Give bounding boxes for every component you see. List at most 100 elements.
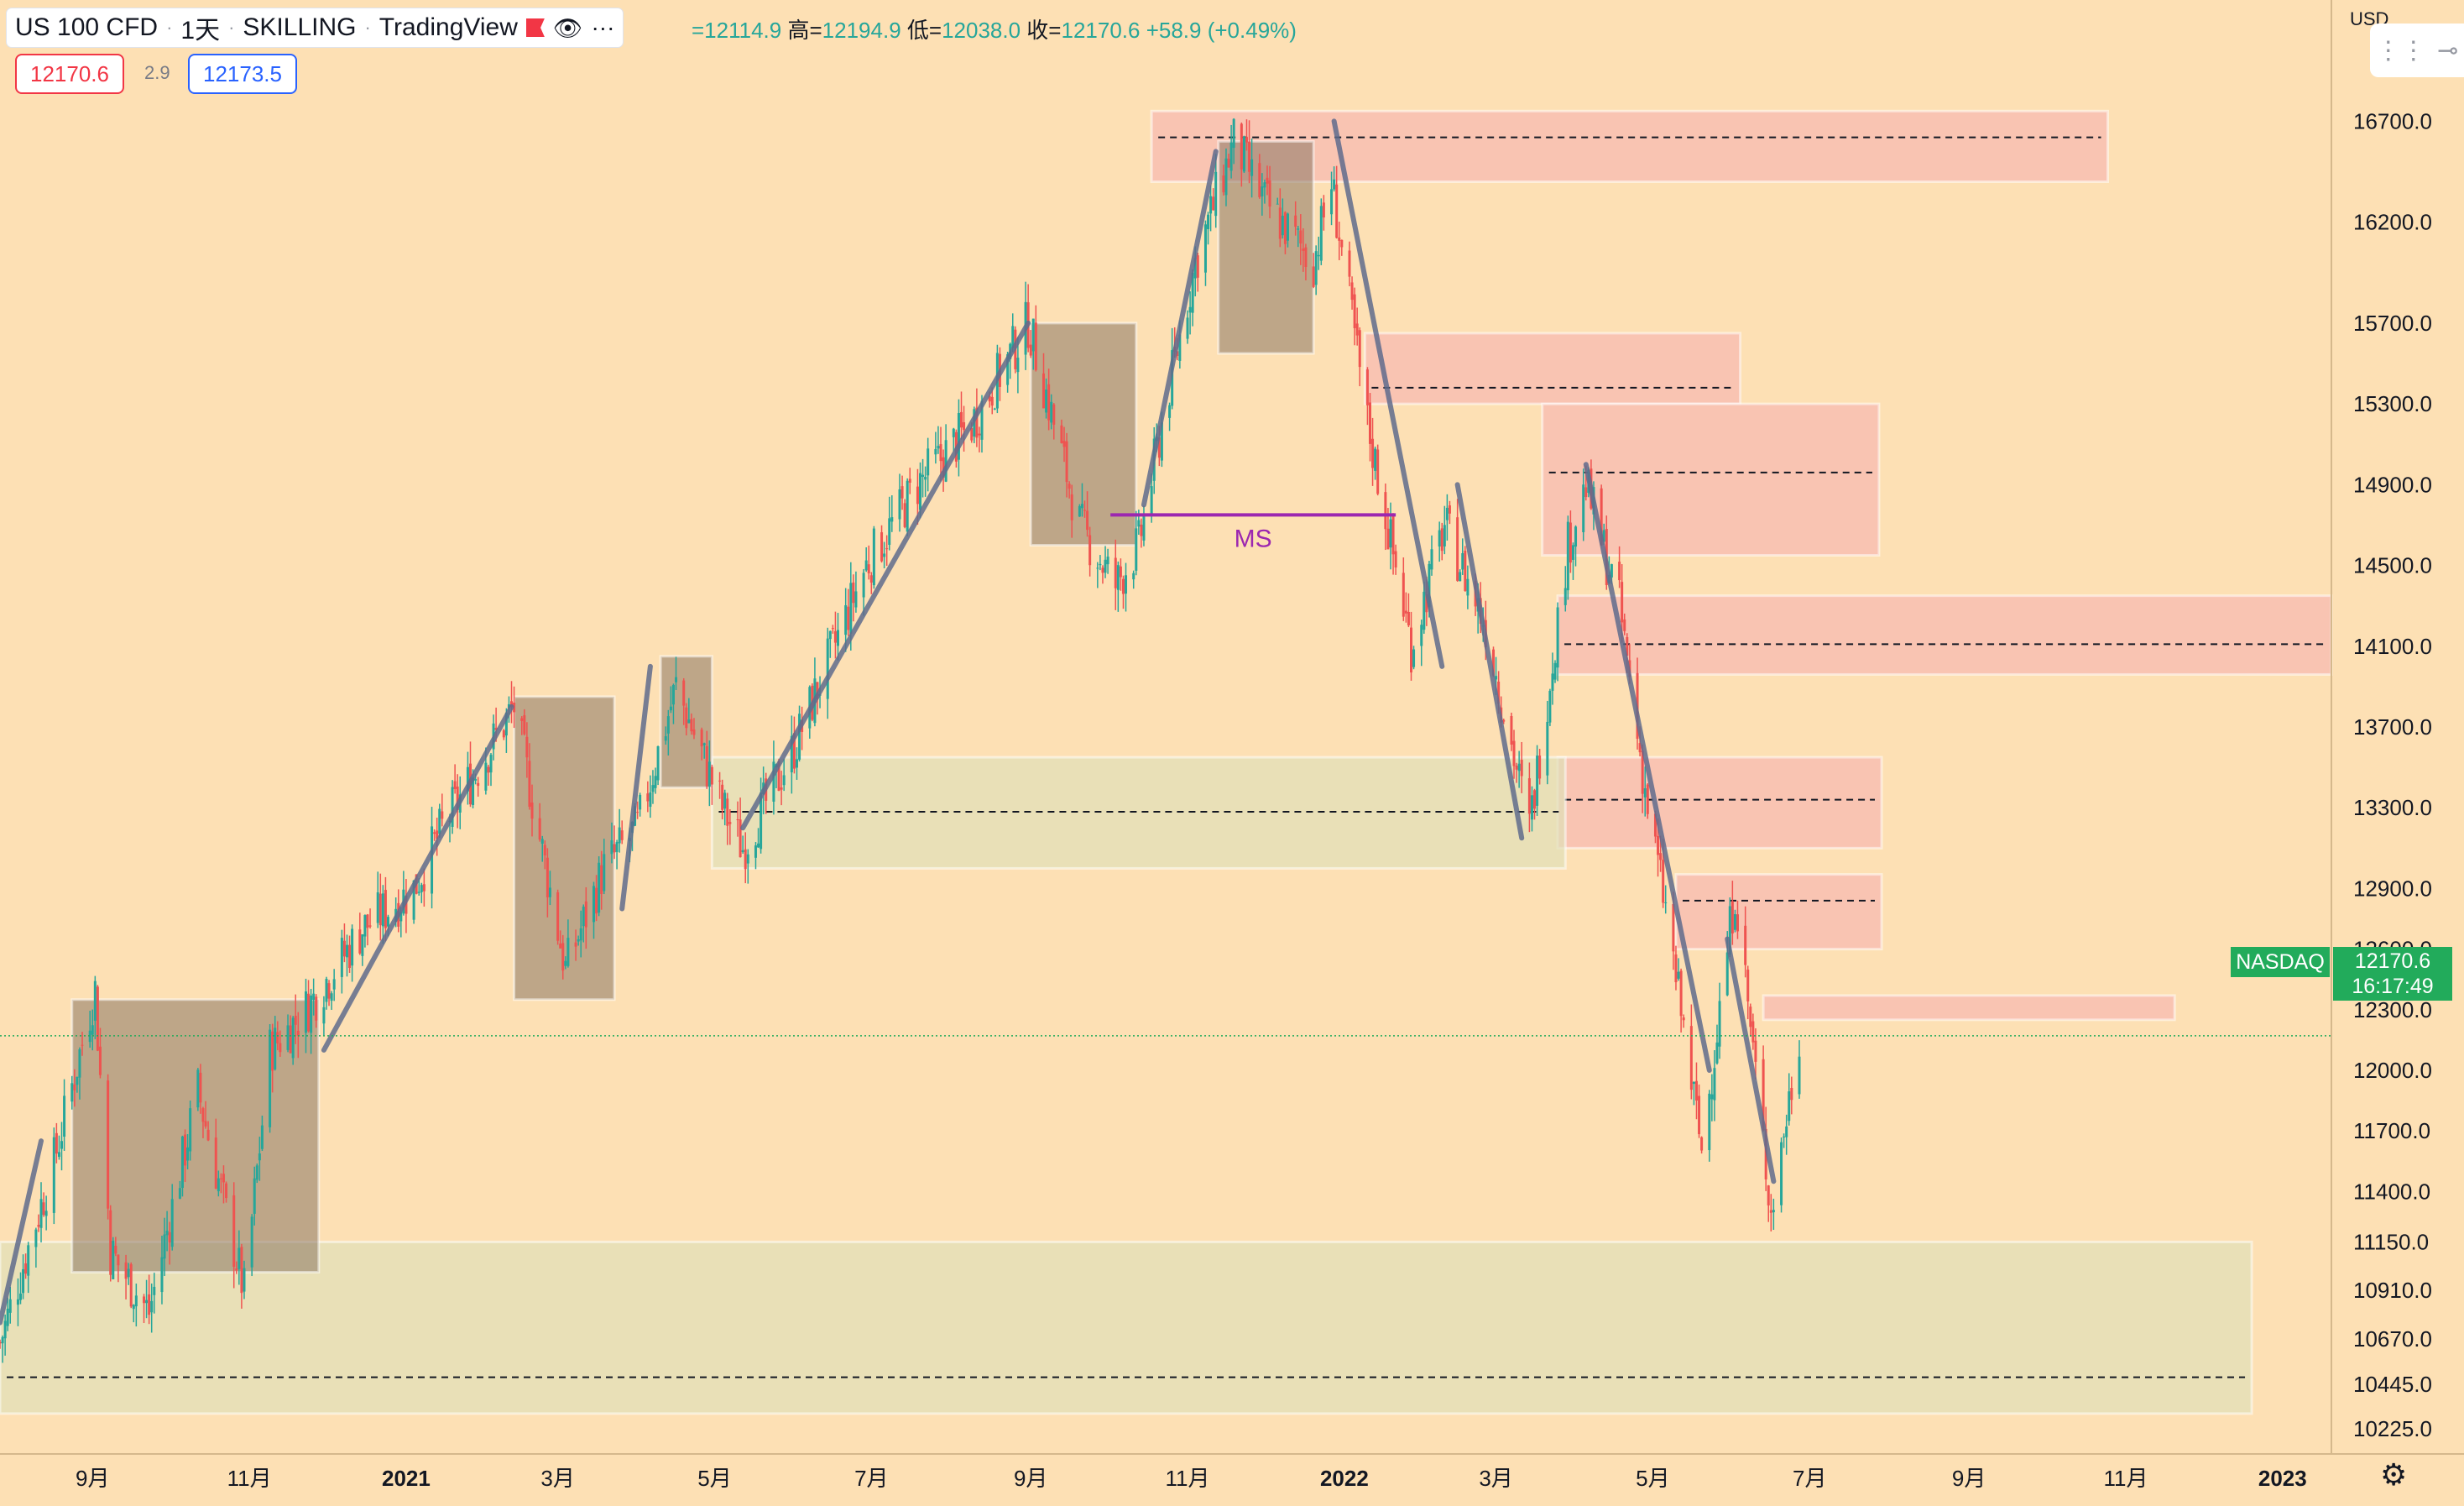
candle-body xyxy=(163,1234,166,1259)
candle-body xyxy=(196,1069,200,1108)
candle-body xyxy=(44,1211,48,1216)
candle-body xyxy=(1116,565,1120,590)
candle-body xyxy=(540,839,544,845)
candle-body xyxy=(675,677,678,682)
candle-body xyxy=(872,528,875,586)
candle-body xyxy=(1495,676,1498,680)
candle-body xyxy=(1448,505,1451,514)
candle-body xyxy=(1052,404,1056,425)
candle-body xyxy=(124,1262,128,1279)
side-toolbar[interactable]: ⋮⋮ ⊸ xyxy=(2370,24,2464,77)
candle-body xyxy=(1157,437,1161,458)
candle-body xyxy=(1,1336,4,1344)
candle-body xyxy=(1011,326,1015,348)
candle-body xyxy=(718,780,722,782)
candle-body xyxy=(543,845,546,855)
candle-body xyxy=(1376,449,1380,494)
candle-body xyxy=(780,787,783,790)
candle-body xyxy=(651,785,655,792)
last-price-tag: 12170.6 16:17:49 xyxy=(2333,947,2452,1001)
gear-icon[interactable]: ⚙ xyxy=(2380,1457,2408,1492)
candle-body xyxy=(1384,492,1387,530)
time-tick-label: 11月 xyxy=(227,1466,272,1491)
candle-body xyxy=(1065,441,1068,483)
candle-body xyxy=(654,776,657,788)
candle-body xyxy=(934,448,937,455)
candle-body xyxy=(1335,184,1339,238)
candle-body xyxy=(1278,207,1282,239)
candle-body xyxy=(34,1229,38,1247)
time-tick-label: 2022 xyxy=(1320,1466,1369,1491)
candle-body xyxy=(420,885,423,892)
candle-body xyxy=(1212,196,1215,211)
candle-body xyxy=(361,933,364,956)
candle-body xyxy=(8,1299,12,1313)
candle-body xyxy=(1677,971,1680,979)
candle-body xyxy=(286,1025,290,1050)
candle-body xyxy=(1266,177,1269,184)
candle-body xyxy=(880,532,884,562)
candle-body xyxy=(918,473,921,510)
drag-handle-icon[interactable]: ⋮⋮ xyxy=(2375,36,2426,65)
candle-body xyxy=(1016,358,1020,373)
candle-body xyxy=(854,591,858,608)
candle-body xyxy=(1322,202,1325,218)
candle-body xyxy=(1135,528,1138,571)
price-tick-label: 10225.0 xyxy=(2353,1416,2432,1441)
candle-body xyxy=(184,1134,187,1166)
candle-body xyxy=(16,1299,19,1305)
price-tick-label: 16200.0 xyxy=(2353,210,2432,235)
candle-body xyxy=(1772,1210,1775,1213)
candle-body xyxy=(243,1268,246,1292)
market-structure-label: MS xyxy=(1235,525,1272,552)
bid-price-box[interactable]: 12170.6 xyxy=(15,54,124,94)
candle-body xyxy=(6,1308,9,1326)
candle-body xyxy=(792,733,796,769)
interval-label[interactable]: 1天 xyxy=(180,17,221,44)
more-dots-icon[interactable]: ··· xyxy=(591,14,615,40)
candle-body xyxy=(1659,853,1663,860)
candle-body xyxy=(927,448,930,476)
candle-body xyxy=(201,1108,205,1122)
marks-layer: MS xyxy=(0,513,2331,1037)
candle-body xyxy=(1374,448,1377,471)
crosshair-icon[interactable]: ⊸ xyxy=(2437,36,2459,65)
ask-price-box[interactable]: 12173.5 xyxy=(188,54,297,94)
candle-body xyxy=(1492,649,1496,676)
candle-body xyxy=(883,553,886,557)
candle-body xyxy=(1638,743,1642,753)
candle-body xyxy=(76,1076,79,1085)
symbol-name[interactable]: US 100 CFD xyxy=(15,13,159,41)
time-tick-label: 11月 xyxy=(1166,1466,1210,1491)
symbol-legend[interactable]: US 100 CFD · 1天 · SKILLING · TradingView… xyxy=(7,8,624,47)
price-tick-label: 13700.0 xyxy=(2353,714,2432,740)
red-flag-icon[interactable] xyxy=(525,18,545,37)
candle-body xyxy=(325,979,328,1002)
candle-body xyxy=(412,880,415,920)
eye-icon[interactable]: 👁 xyxy=(552,14,583,41)
candle-body xyxy=(615,842,619,852)
candle-body xyxy=(1207,214,1210,229)
candle-body xyxy=(1386,528,1390,550)
candle-body xyxy=(487,766,490,773)
candle-body xyxy=(81,1044,84,1046)
candle-body xyxy=(345,944,348,958)
candle-body xyxy=(739,819,742,858)
candle-body xyxy=(1261,186,1264,196)
candle-body xyxy=(639,794,642,810)
candle-body xyxy=(165,1230,169,1236)
candle-body xyxy=(22,1268,25,1294)
candle-body xyxy=(1101,567,1104,573)
candle-body xyxy=(1708,1093,1711,1151)
candle-body xyxy=(1538,756,1542,779)
candle-body xyxy=(451,787,454,828)
candle-body xyxy=(1736,914,1739,932)
candle-body xyxy=(1294,215,1297,227)
candle-body xyxy=(1394,551,1397,567)
candle-body xyxy=(1566,521,1569,591)
candle-body xyxy=(1229,142,1233,171)
candle-body xyxy=(1365,369,1369,405)
candle-body xyxy=(1563,588,1567,605)
